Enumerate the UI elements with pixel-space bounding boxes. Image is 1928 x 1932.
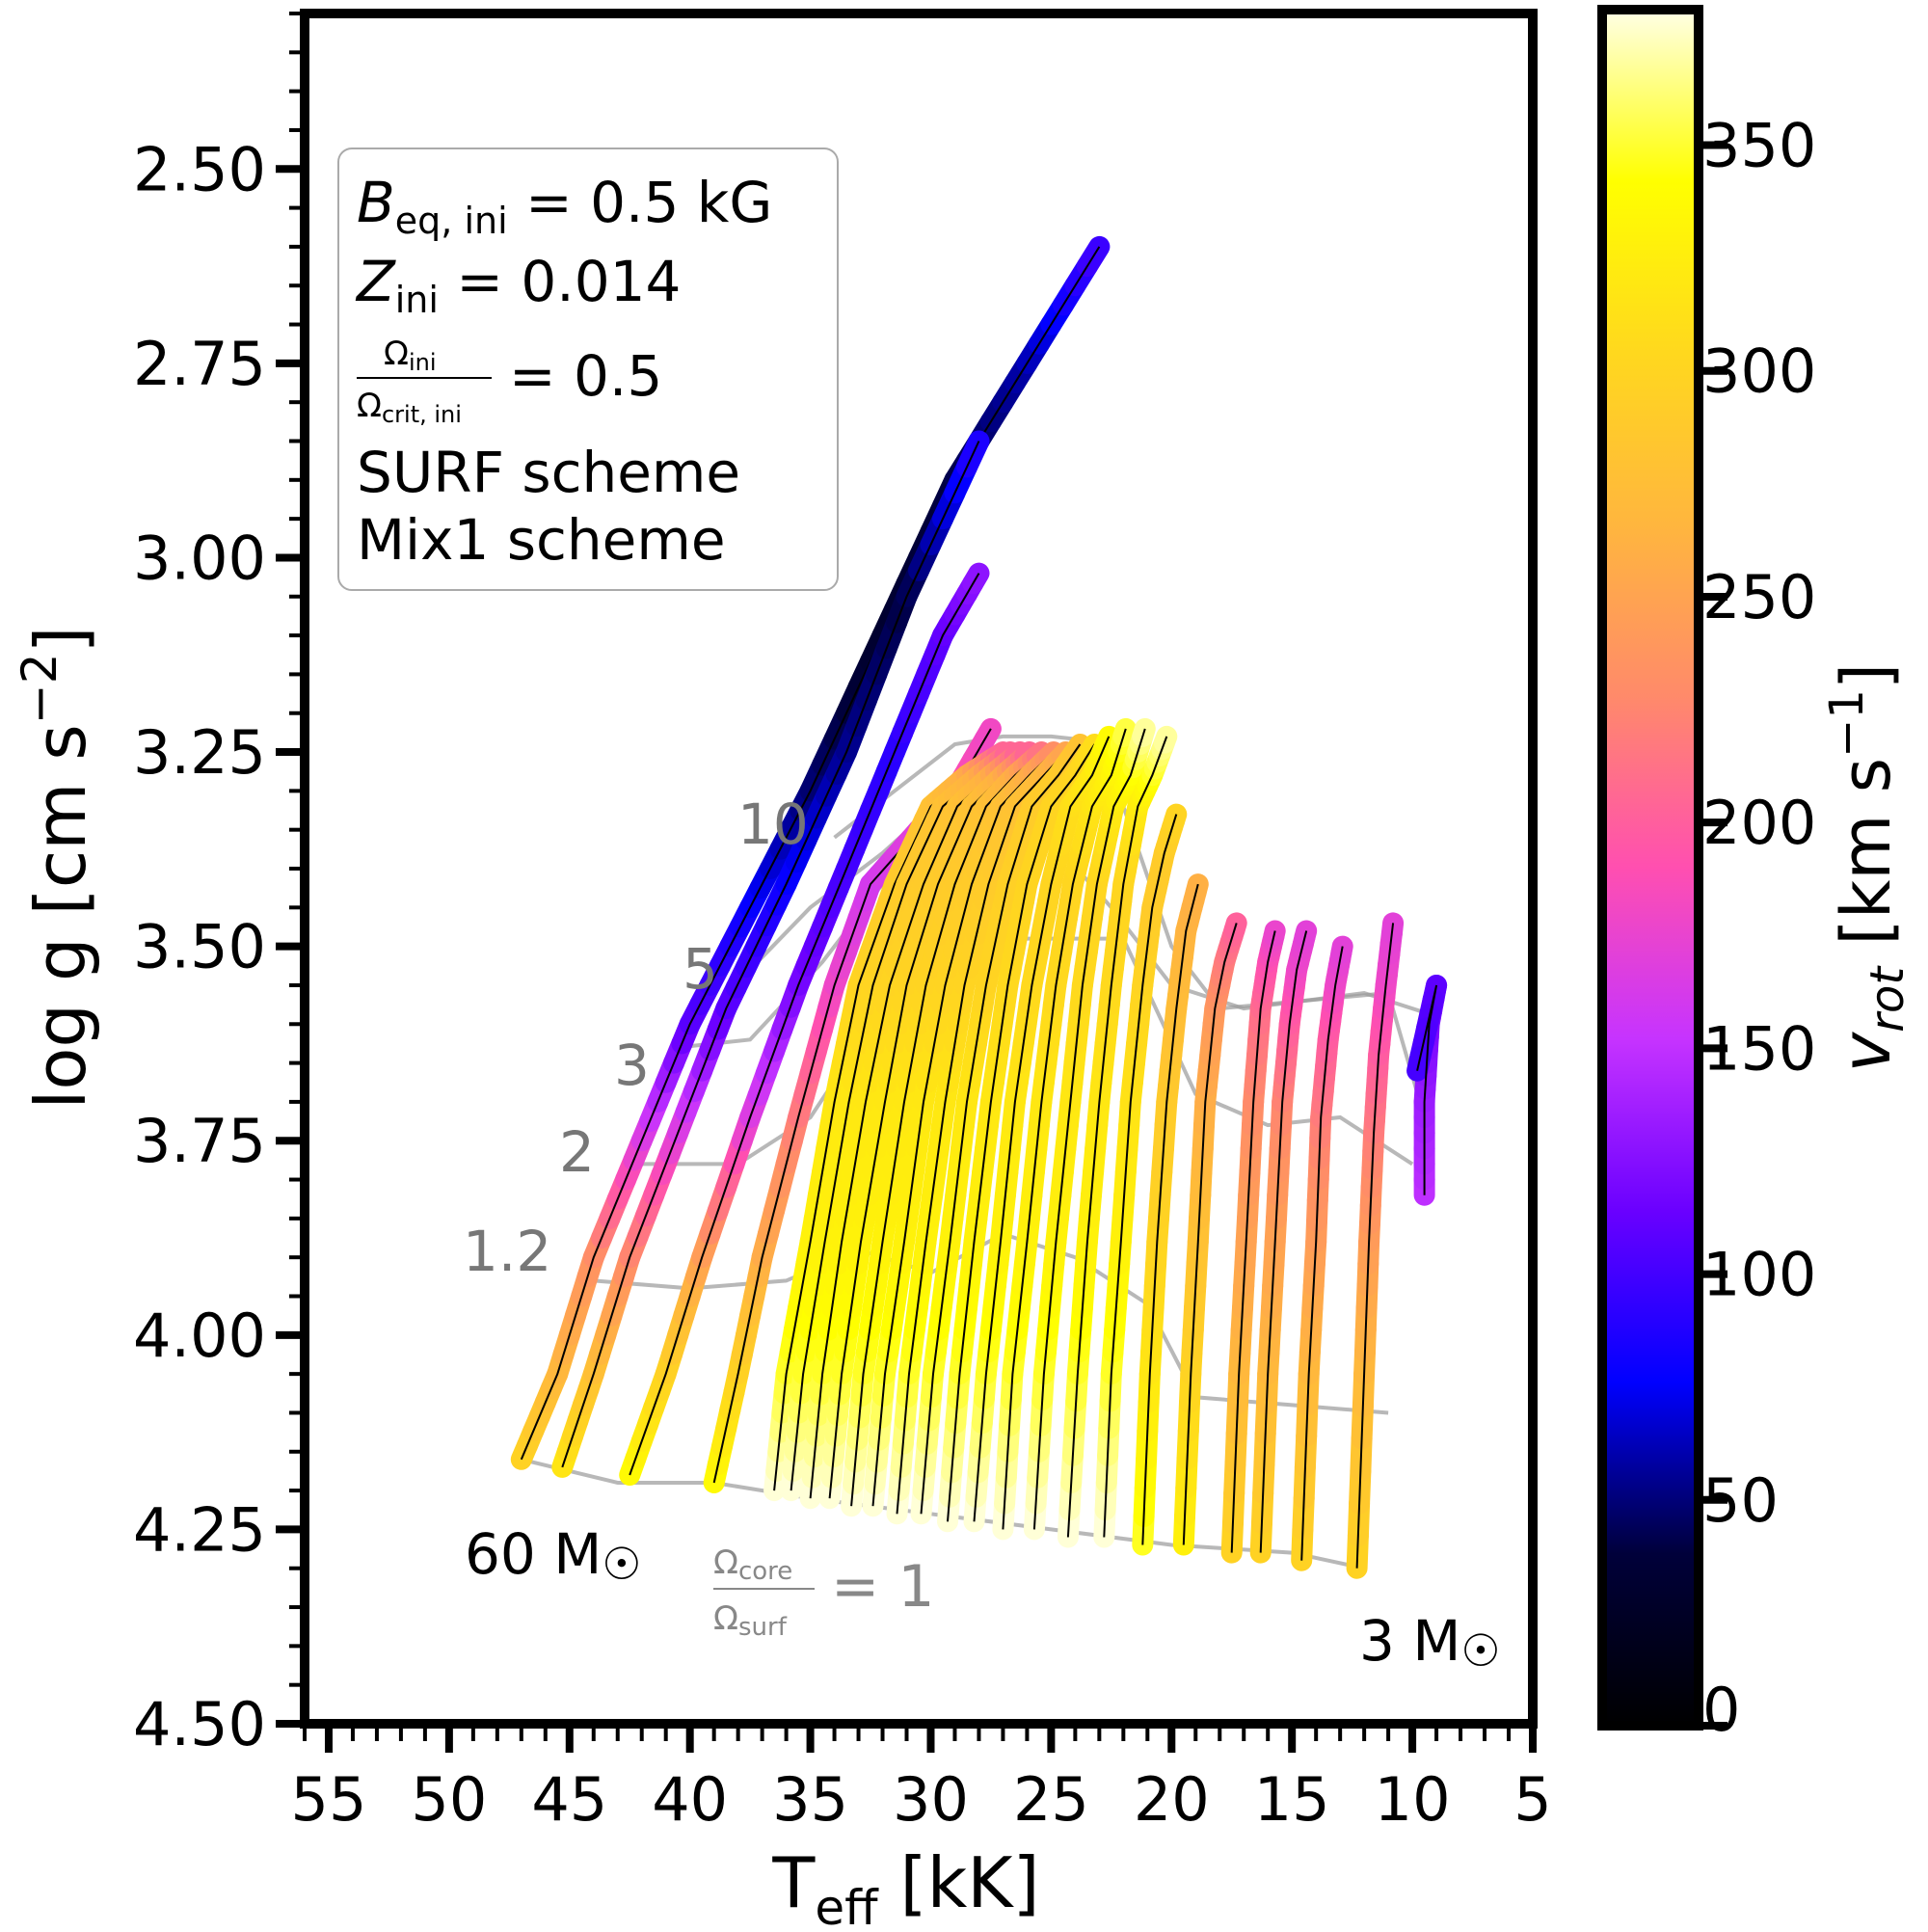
track-10-msun	[1023, 717, 1156, 1541]
colorbar: 0 50 100 150 200 250 300 350 vrot [km s−1]	[1597, 5, 1915, 1745]
track-line	[1300, 946, 1344, 1561]
track-6-msun	[1172, 912, 1247, 1556]
colorbar-tick-label: 250	[1702, 562, 1816, 632]
colorbar-tick-label: 0	[1702, 1675, 1740, 1745]
track-line	[629, 573, 980, 1476]
y-tick-label: 4.25	[133, 1494, 266, 1565]
track-line	[1103, 814, 1178, 1538]
track-15-msun	[886, 741, 1077, 1525]
colorbar-tick-label: 300	[1702, 336, 1816, 407]
info-omega-num: Ωini	[384, 335, 437, 376]
track-line	[1182, 923, 1238, 1545]
x-tick-label: 15	[1254, 1764, 1330, 1835]
track-7-msun	[1132, 873, 1209, 1556]
x-axis-ticks: 55 50 45 40 35 30 25 20 15 10 5	[291, 1724, 1552, 1835]
track-line	[1141, 883, 1199, 1545]
colorbar-gradient	[1602, 10, 1699, 1726]
mass-label-60: 60 M☉	[465, 1521, 642, 1590]
track-13-msun	[937, 734, 1106, 1533]
track-line	[1416, 984, 1438, 1195]
track-50-msun	[551, 430, 990, 1478]
y-tick-label: 3.25	[133, 717, 266, 788]
track-line	[561, 441, 980, 1468]
x-tick-label: 40	[652, 1764, 728, 1835]
track-12-msun	[963, 725, 1120, 1533]
track-line	[920, 743, 1082, 1515]
colorbar-ticks: 0 50 100 150 200 250 300 350	[1699, 111, 1816, 1745]
track-line	[947, 743, 1096, 1522]
x-tick-label: 55	[291, 1764, 367, 1835]
mass-label-3: 3 M☉	[1359, 1608, 1501, 1677]
track-line	[1066, 736, 1168, 1538]
y-tick-label: 3.00	[133, 523, 266, 593]
x-tick-label: 35	[772, 1764, 848, 1835]
y-tick-label: 4.00	[133, 1301, 266, 1371]
colorbar-tick-label: 350	[1702, 111, 1816, 181]
y-axis-label: log g [cm s−2]	[12, 626, 101, 1109]
info-mix-scheme: Mix1 scheme	[357, 507, 726, 573]
track-line	[1355, 923, 1395, 1569]
colorbar-tick-label: 50	[1702, 1465, 1779, 1536]
contour-label-1-2: 1.2	[463, 1219, 551, 1284]
info-omega-value: = 0.5	[509, 343, 662, 409]
info-b-field: Beq, ini = 0.5 kG	[357, 170, 772, 242]
colorbar-tick-label: 200	[1702, 788, 1816, 858]
track-5-msun	[1220, 920, 1286, 1564]
track-line	[1230, 930, 1276, 1553]
track-40-msun	[619, 562, 990, 1486]
x-tick-label: 45	[531, 1764, 607, 1835]
track-line	[1259, 930, 1308, 1553]
colorbar-tick-label: 150	[1702, 1013, 1816, 1084]
y-axis-ticks: 2.50 2.75 3.00 3.25 3.50 3.75 4.00 4.25 4.50	[133, 12, 305, 1759]
svg-text:Ωsurf: Ωsurf	[713, 1599, 788, 1642]
info-surf-scheme: SURF scheme	[357, 440, 740, 505]
track-line	[850, 751, 1043, 1507]
x-tick-label: 50	[411, 1764, 487, 1835]
track-line	[1032, 728, 1146, 1530]
track-4-msun	[1291, 935, 1353, 1571]
contour-label-10: 10	[737, 792, 809, 857]
x-tick-label: 30	[893, 1764, 969, 1835]
x-tick-label: 5	[1513, 1764, 1551, 1835]
x-axis-label: Teff [kK]	[771, 1842, 1039, 1928]
track-line	[871, 751, 1055, 1507]
contour-label-3: 3	[614, 1033, 650, 1098]
contour-label-2: 2	[559, 1119, 595, 1185]
y-tick-label: 2.50	[133, 134, 266, 204]
info-metallicity: Zini = 0.014	[355, 249, 681, 321]
track-line	[1002, 728, 1127, 1530]
y-tick-label: 4.50	[133, 1689, 266, 1759]
omega-core-surf-label: Ωcore Ωsurf = 1	[713, 1543, 935, 1642]
info-omega-den: Ωcrit, ini	[357, 387, 462, 428]
track-4.5-msun	[1249, 920, 1318, 1564]
track-8-msun	[1093, 803, 1188, 1548]
track-3-msun	[1406, 975, 1448, 1206]
track-11-msun	[992, 717, 1137, 1541]
track-14-msun	[910, 734, 1091, 1525]
y-tick-label: 2.75	[133, 329, 266, 399]
contour-labels: 10 5 3 2 1.2	[463, 792, 809, 1284]
y-tick-label: 3.50	[133, 912, 266, 982]
track-3.5-msun	[1346, 912, 1405, 1579]
x-tick-label: 20	[1134, 1764, 1210, 1835]
colorbar-frame	[1597, 5, 1703, 1731]
x-tick-label: 10	[1375, 1764, 1451, 1835]
colorbar-label: vrot [km s−1]	[1820, 663, 1915, 1072]
y-tick-label: 3.75	[133, 1106, 266, 1176]
colorbar-tick-label: 100	[1702, 1240, 1816, 1310]
evolutionary-tracks	[510, 235, 1448, 1579]
track-60-msun	[510, 235, 1111, 1470]
svg-text:Ωcore: Ωcore	[713, 1543, 792, 1586]
info-legend-box: Beq, ini = 0.5 kG Zini = 0.014 Ωini Ωcri…	[337, 148, 839, 591]
track-line	[896, 751, 1067, 1515]
svg-text:= 1: = 1	[831, 1553, 935, 1621]
track-9-msun	[1057, 725, 1178, 1548]
contour-label-5: 5	[683, 936, 718, 1002]
x-tick-label: 25	[1013, 1764, 1089, 1835]
track-line	[973, 736, 1111, 1522]
